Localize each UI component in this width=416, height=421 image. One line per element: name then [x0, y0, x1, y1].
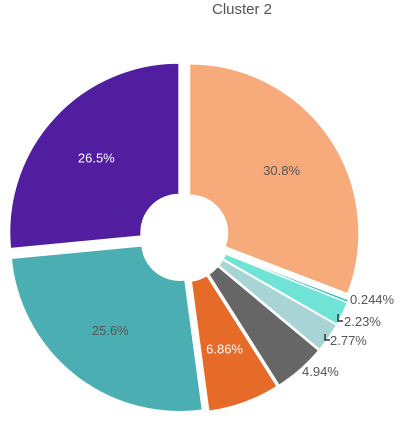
pie-slice	[10, 245, 203, 412]
pie-slice	[9, 62, 180, 249]
slice-label: 2.77%	[330, 333, 367, 348]
slice-label: 25.6%	[92, 323, 129, 338]
slice-label: 26.5%	[78, 150, 115, 165]
pie-slice	[218, 259, 338, 350]
pie-slice	[208, 265, 320, 386]
pie-slices	[9, 62, 360, 412]
slice-label: 30.8%	[263, 163, 300, 178]
slice-label: 2.23%	[344, 314, 381, 329]
pie-slice	[225, 252, 349, 304]
slice-label: 0.244%	[350, 292, 395, 307]
slice-label: 6.86%	[206, 341, 243, 356]
chart-title: Cluster 2	[212, 1, 272, 18]
pie-slice	[190, 274, 278, 412]
pie-slice	[222, 253, 348, 325]
leader-line	[337, 314, 343, 322]
slice-label: 4.94%	[302, 364, 339, 379]
pie-labels: 30.8% 0.244% 2.23% 2.77% 4.94% 6.86% 25.6% 26.5…	[78, 150, 395, 379]
leader-line	[324, 334, 330, 341]
pie-slice	[189, 63, 360, 295]
